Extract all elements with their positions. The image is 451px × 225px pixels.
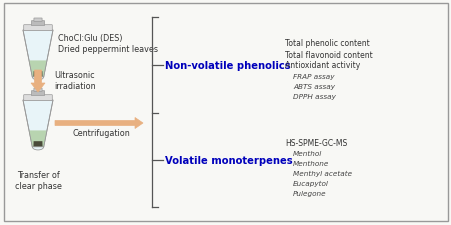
Polygon shape — [29, 61, 47, 77]
FancyBboxPatch shape — [23, 95, 52, 101]
Text: Dried peppermint leaves: Dried peppermint leaves — [58, 44, 158, 53]
Polygon shape — [33, 142, 42, 147]
FancyBboxPatch shape — [34, 89, 42, 92]
Text: ABTS assay: ABTS assay — [292, 84, 334, 90]
Polygon shape — [33, 72, 42, 77]
Text: ChoCl:Glu (DES): ChoCl:Glu (DES) — [58, 33, 122, 42]
FancyBboxPatch shape — [23, 26, 52, 31]
Text: Pulegone: Pulegone — [292, 190, 326, 196]
Text: Non-volatile phenolics: Non-volatile phenolics — [165, 61, 290, 71]
Text: Centrifugation: Centrifugation — [73, 129, 130, 138]
Polygon shape — [23, 31, 53, 77]
FancyBboxPatch shape — [31, 22, 45, 26]
Text: Menthyl acetate: Menthyl acetate — [292, 170, 351, 176]
Text: Menthol: Menthol — [292, 150, 322, 156]
Text: Total phenolic content: Total phenolic content — [285, 39, 369, 48]
Ellipse shape — [32, 144, 44, 150]
Polygon shape — [23, 101, 53, 147]
Text: Volatile monoterpenes: Volatile monoterpenes — [165, 155, 292, 165]
Text: Antioxidant activity: Antioxidant activity — [285, 61, 359, 70]
Text: FRAP assay: FRAP assay — [292, 74, 334, 80]
Text: Eucapytol: Eucapytol — [292, 180, 328, 186]
FancyBboxPatch shape — [34, 19, 42, 22]
Polygon shape — [29, 131, 47, 147]
Text: Transfer of
clear phase: Transfer of clear phase — [14, 170, 61, 190]
Text: Ultrasonic
irradiation: Ultrasonic irradiation — [54, 71, 96, 91]
FancyArrow shape — [55, 118, 143, 129]
Ellipse shape — [32, 74, 44, 81]
FancyArrow shape — [31, 71, 45, 93]
Text: DPPH assay: DPPH assay — [292, 94, 335, 99]
FancyBboxPatch shape — [31, 91, 45, 96]
Text: Menthone: Menthone — [292, 160, 329, 166]
Text: HS-SPME-GC-MS: HS-SPME-GC-MS — [285, 138, 346, 147]
Text: Total flavonoid content: Total flavonoid content — [285, 50, 372, 59]
